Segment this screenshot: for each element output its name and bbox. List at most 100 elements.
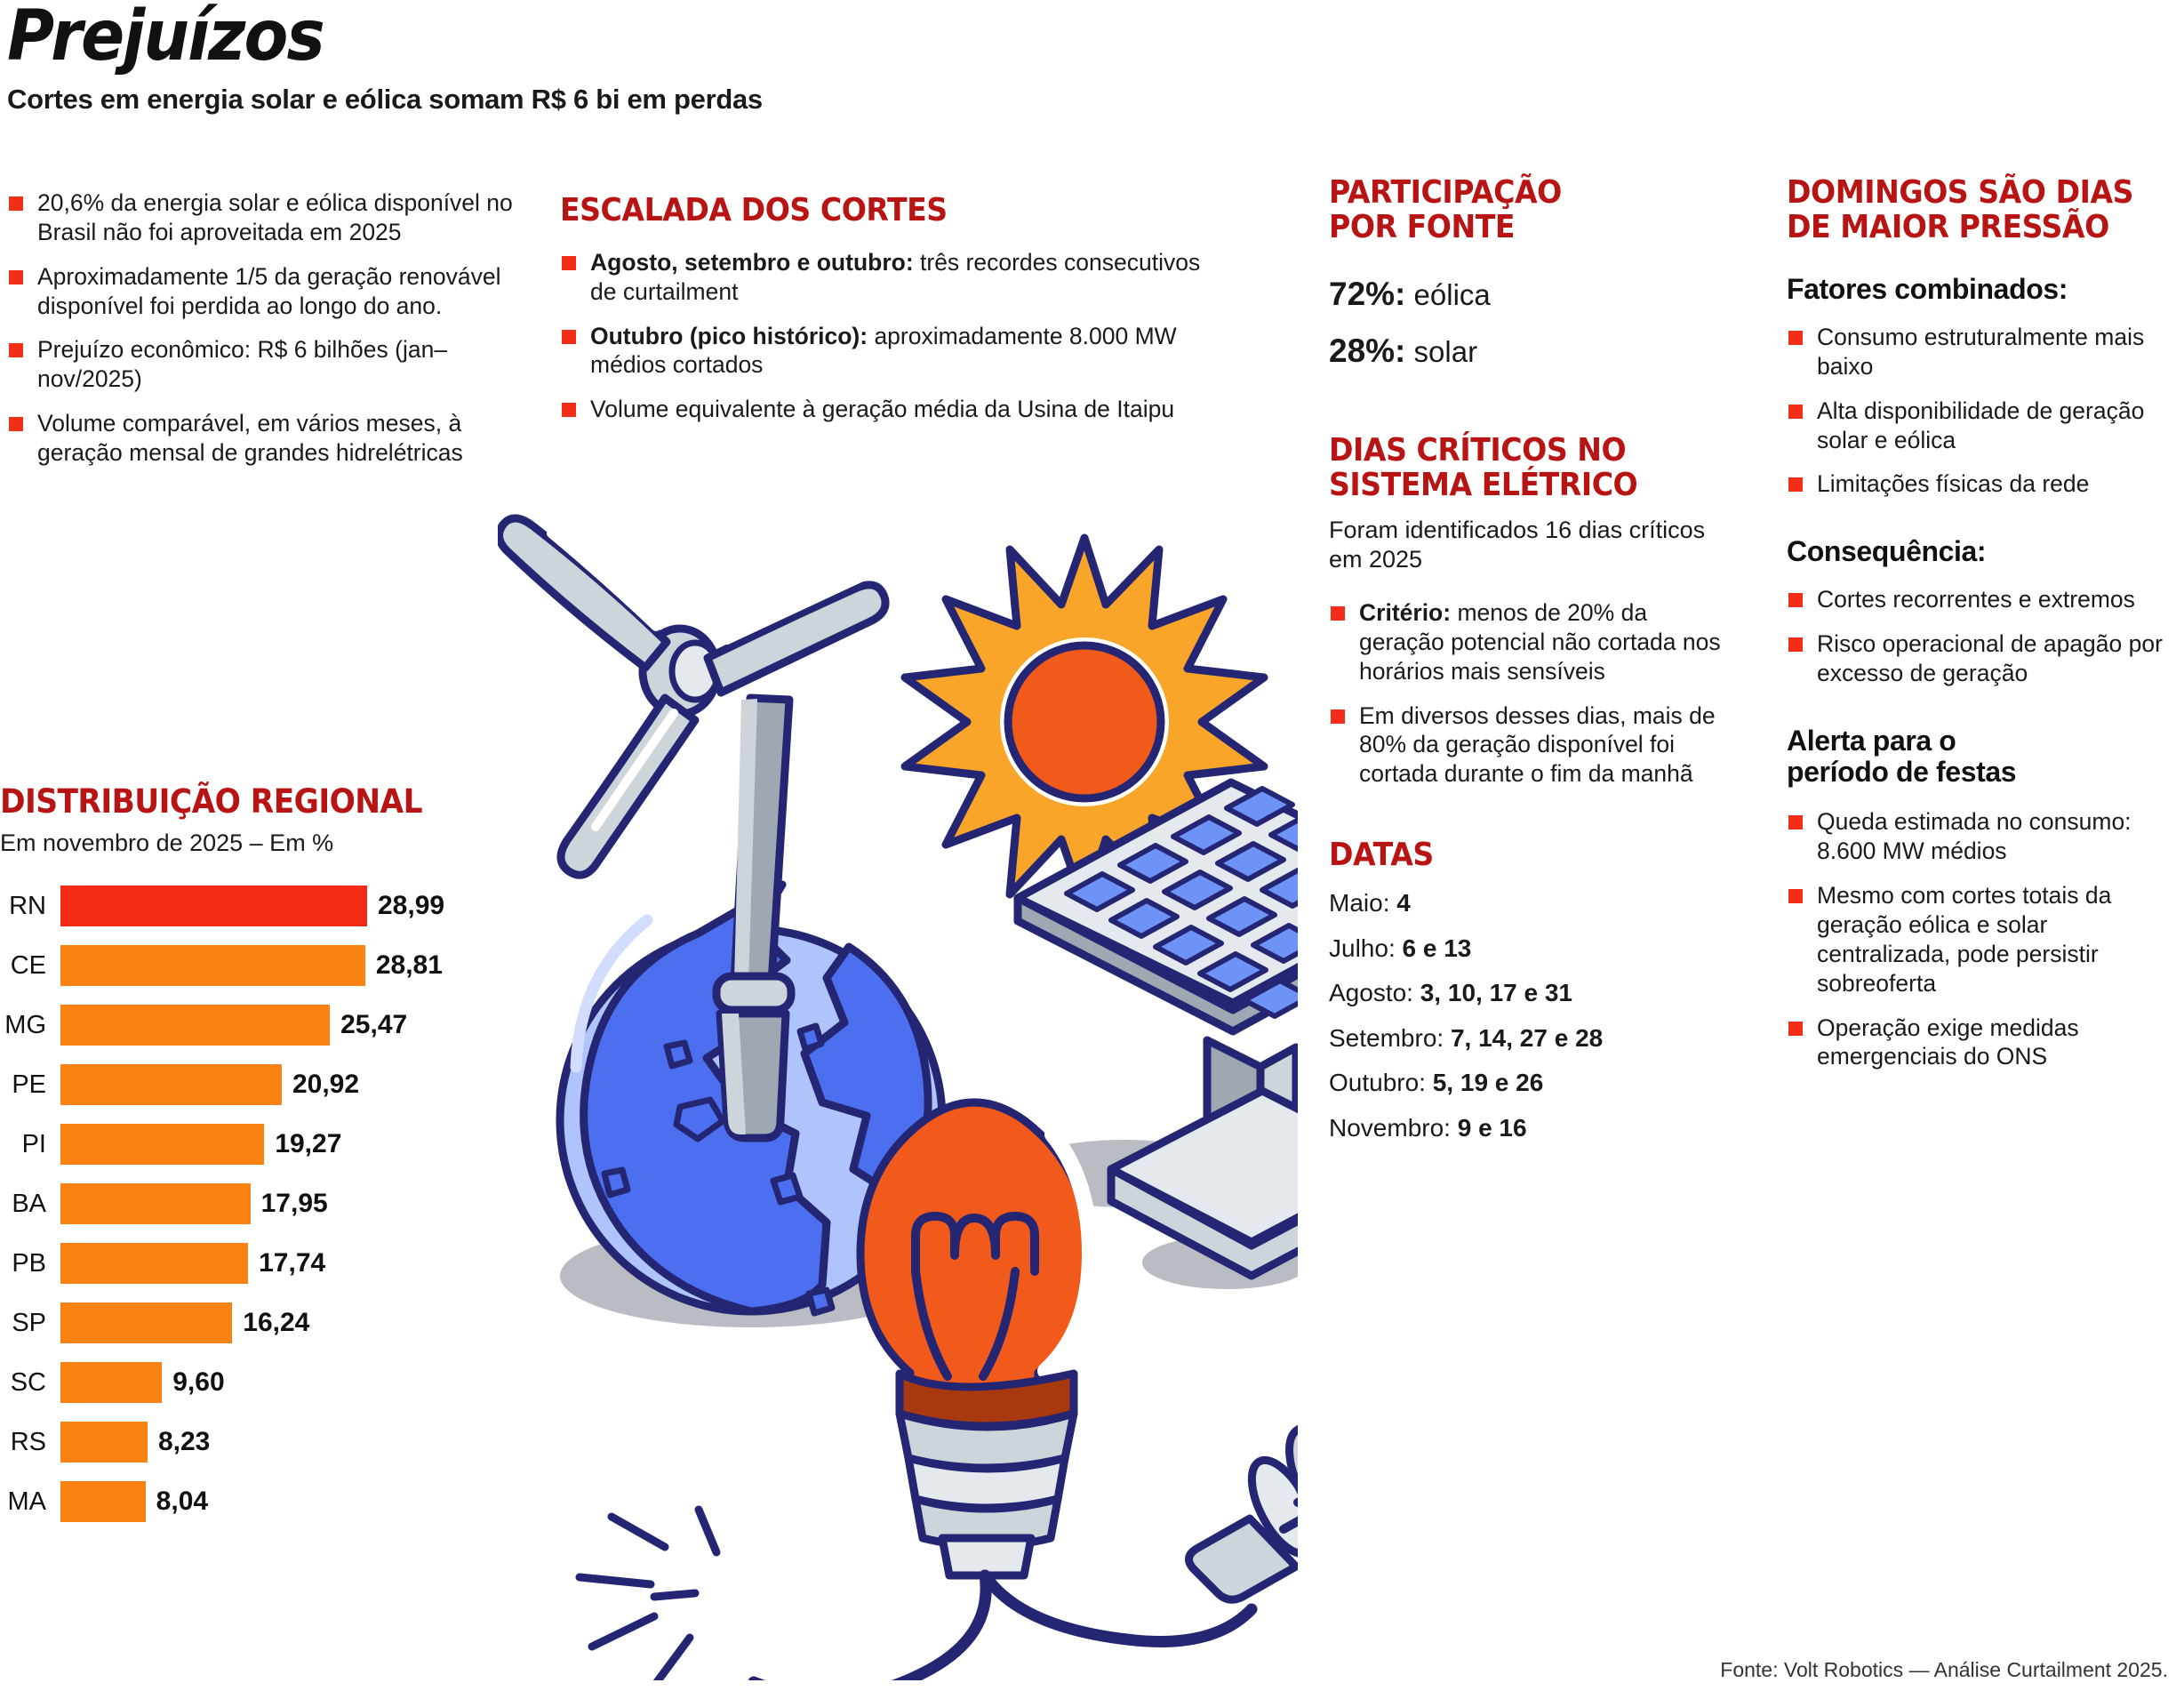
- consequencia-heading: Consequência:: [1787, 535, 1987, 568]
- bar-value-label: 17,74: [259, 1248, 326, 1278]
- share-solar-value: 28%:: [1329, 332, 1406, 369]
- bar-value-label: 25,47: [340, 1010, 408, 1039]
- bar-row: CE 28,81: [0, 940, 587, 991]
- bar-row: MG 25,47: [0, 999, 587, 1051]
- chart-title: DISTRIBUIÇÃO REGIONAL: [0, 782, 423, 821]
- bar-track: 20,92: [60, 1064, 587, 1105]
- list-item-lead: Critério:: [1359, 599, 1452, 626]
- bar-row: PE 20,92: [0, 1059, 587, 1110]
- energy-illustration: [495, 498, 1465, 1703]
- column-overview: 20,6% da energia solar e eólica disponív…: [7, 188, 514, 483]
- list-item: Volume comparável, em vários meses, à ge…: [7, 409, 514, 468]
- domingos-heading-line1: DOMINGOS SÃO DIAS: [1787, 174, 2134, 211]
- domingos-heading-line2: DE MAIOR PRESSÃO: [1787, 208, 2109, 245]
- alerta-heading-line2: período de festas: [1787, 756, 2017, 789]
- bar-category-label: BA: [12, 1189, 46, 1218]
- list-item-lead: Outubro (pico histórico):: [590, 322, 868, 349]
- bar: [60, 1481, 146, 1522]
- datas-row: Julho: 6 e 13: [1329, 934, 1729, 964]
- bar-category-label: SC: [10, 1367, 46, 1397]
- list-item: Cortes recorrentes e extremos: [1787, 585, 2184, 614]
- bar-track: 16,24: [60, 1302, 587, 1343]
- bar-value-label: 16,24: [243, 1308, 310, 1337]
- bar: [60, 1362, 163, 1403]
- bar: [60, 1243, 249, 1284]
- list-item: Alta disponibilidade de geração solar e …: [1787, 397, 2184, 455]
- bar-category-label: SP: [12, 1308, 46, 1337]
- list-item: Em diversos desses dias, mais de 80% da …: [1329, 701, 1729, 789]
- header: Prejuízos Cortes em energia solar e eóli…: [7, 2, 763, 116]
- bar-category-label: PE: [12, 1070, 46, 1099]
- bar-category-label: MA: [7, 1487, 47, 1516]
- datas-row: Agosto: 3, 10, 17 e 31: [1329, 978, 1729, 1008]
- bar: [60, 886, 367, 926]
- datas-days: 7, 14, 27 e 28: [1450, 1023, 1604, 1052]
- share-solar-label: solar: [1405, 334, 1478, 368]
- datas-list: Maio: 4 Julho: 6 e 13 Agosto: 3, 10, 17 …: [1329, 888, 1729, 1143]
- bar-category-label: CE: [10, 950, 46, 980]
- bar-list: RN 28,99 CE 28,81 MG 25,47 PE 20,92 PI 19,27 BA 17,…: [0, 880, 587, 1527]
- bar: [60, 1005, 331, 1046]
- regional-distribution-chart: DISTRIBUIÇÃO REGIONAL Em novembro de 202…: [0, 782, 587, 1535]
- list-item: Critério: menos de 20% da geração potenc…: [1329, 598, 1729, 686]
- bar-category-label: RN: [9, 891, 46, 920]
- datas-heading: DATAS: [1329, 837, 1434, 874]
- bar-category-label: PB: [12, 1248, 46, 1278]
- bar-category-label: PI: [21, 1129, 46, 1158]
- share-wind: 72%: eólica: [1329, 276, 1729, 313]
- participacao-heading-line2: POR FONTE: [1329, 208, 1516, 245]
- list-item: Prejuízo econômico: R$ 6 bilhões (jan–no…: [7, 335, 514, 394]
- alerta-heading-line1: Alerta para o: [1787, 725, 1956, 757]
- bar-track: 28,81: [60, 945, 587, 986]
- bar-track: 17,74: [60, 1243, 587, 1284]
- bar-track: 17,95: [60, 1183, 587, 1224]
- bar: [60, 1302, 233, 1343]
- dias-criticos-heading: DIAS CRÍTICOS NO SISTEMA ELÉTRICO: [1329, 431, 1697, 503]
- bar: [60, 1064, 282, 1105]
- consequencia-list: Cortes recorrentes e extremos Risco oper…: [1787, 585, 2184, 688]
- datas-row: Outubro: 5, 19 e 26: [1329, 1068, 1729, 1098]
- bar-track: 25,47: [60, 1005, 587, 1046]
- list-item: Outubro (pico histórico): aproximadament…: [560, 322, 1209, 381]
- column-participacao: PARTICIPAÇÃO POR FONTE 72%: eólica 28%: …: [1329, 175, 1729, 1143]
- alerta-list: Queda estimada no consumo: 8.600 MW médi…: [1787, 807, 2184, 1071]
- bar-category-label: MG: [4, 1010, 46, 1039]
- list-item-rest: Em diversos desses dias, mais de 80% da …: [1359, 701, 1716, 788]
- wind-turbine-icon: [495, 514, 890, 1142]
- source-note: Fonte: Volt Robotics — Análise Curtailme…: [1720, 1658, 2168, 1681]
- dias-criticos-bullet-list: Critério: menos de 20% da geração potenc…: [1329, 598, 1729, 789]
- datas-month: Julho:: [1329, 934, 1403, 962]
- bar-track: 8,23: [60, 1422, 587, 1463]
- bar-value-label: 28,99: [378, 891, 445, 920]
- list-item: Agosto, setembro e outubro: três recorde…: [560, 248, 1209, 307]
- datas-row: Maio: 4: [1329, 888, 1729, 918]
- bar-row: PI 19,27: [0, 1118, 587, 1170]
- bar-value-label: 9,60: [172, 1367, 225, 1397]
- bar-value-label: 19,27: [275, 1129, 342, 1158]
- domingos-heading: DOMINGOS SÃO DIAS DE MAIOR PRESSÃO: [1787, 174, 2155, 245]
- bar-row: SP 16,24: [0, 1297, 587, 1349]
- dias-criticos-heading-line2: SISTEMA ELÉTRICO: [1329, 466, 1638, 503]
- bar-value-label: 17,95: [260, 1189, 328, 1218]
- bar-value-label: 28,81: [375, 950, 443, 980]
- list-item: Operação exige medidas emergenciais do O…: [1787, 1014, 2184, 1072]
- datas-month: Novembro:: [1329, 1114, 1458, 1142]
- bar-row: PB 17,74: [0, 1238, 587, 1289]
- bar-value-label: 8,04: [156, 1487, 209, 1516]
- bar-track: 19,27: [60, 1124, 587, 1165]
- bar-row: RS 8,23: [0, 1416, 587, 1468]
- datas-month: Maio:: [1329, 889, 1397, 918]
- datas-row: Novembro: 9 e 16: [1329, 1113, 1729, 1143]
- datas-days: 9 e 16: [1457, 1114, 1527, 1142]
- dias-criticos-heading-line1: DIAS CRÍTICOS NO: [1329, 431, 1627, 469]
- column-domingos: DOMINGOS SÃO DIAS DE MAIOR PRESSÃO Fator…: [1787, 174, 2184, 1086]
- bar-track: 28,99: [60, 886, 587, 926]
- datas-month: Outubro:: [1329, 1069, 1433, 1097]
- bar-row: MA 8,04: [0, 1476, 587, 1527]
- participacao-heading: PARTICIPAÇÃO POR FONTE: [1329, 175, 1697, 245]
- datas-days: 4: [1396, 889, 1411, 918]
- datas-row: Setembro: 7, 14, 27 e 28: [1329, 1023, 1729, 1054]
- escalada-heading: ESCALADA DOS CORTES: [560, 192, 948, 228]
- datas-days: 6 e 13: [1402, 934, 1472, 962]
